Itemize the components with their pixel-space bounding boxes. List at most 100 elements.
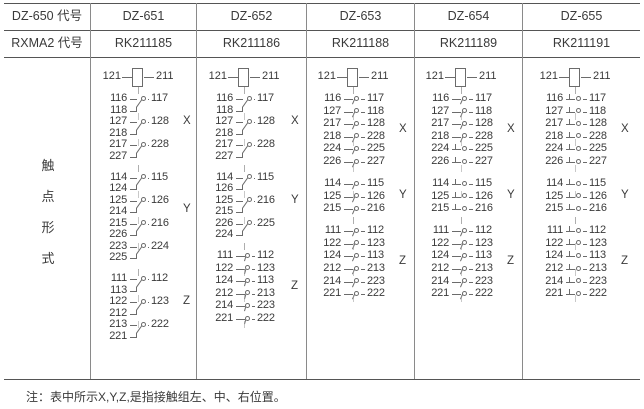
wire-lower-lead (130, 156, 136, 158)
nc-break-bar (569, 264, 570, 270)
wire-right-lead (361, 149, 365, 151)
mechanical-link-segment (138, 191, 139, 198)
group-label-x: X (399, 122, 407, 135)
wire-lower-lead (236, 235, 242, 236)
wire-left-lead (236, 306, 245, 308)
contact-point (141, 321, 146, 327)
terminal-left: 212 (431, 262, 449, 274)
nc-break-bar (455, 179, 456, 185)
wire-right-lead (252, 256, 255, 257)
wire-lower-lead (236, 156, 242, 158)
terminal-left: 116 (546, 92, 563, 104)
mechanical-link-segment (138, 87, 139, 94)
contact-point (576, 290, 581, 296)
wire-right-lead (361, 111, 365, 113)
terminal-right: 216 (367, 202, 385, 215)
diagram-dz-652: 121 211 116 118 117 127 218 128 217 227 228 X 114 126… (197, 57, 306, 377)
wire-left-lead (452, 124, 461, 126)
wire-lower-lead (236, 110, 242, 112)
wire-lower-riser (136, 286, 137, 292)
group-label-z: Z (291, 279, 299, 292)
contact-point (354, 205, 359, 211)
terminal-right: 223 (257, 299, 275, 312)
contact-point (576, 133, 581, 139)
wire-right-lead (361, 99, 365, 100)
table-rule-after-row2 (4, 57, 640, 58)
wire-left-lead (566, 281, 575, 283)
mechanical-link-segment (244, 321, 245, 328)
terminal-left: 125 (545, 189, 563, 202)
wire-lower-lead (130, 212, 136, 213)
wire-right-lead (469, 99, 473, 100)
contact-point (462, 133, 467, 139)
coil-lead-right (359, 77, 369, 78)
wire-right-lead (252, 281, 255, 283)
wire-right-lead (583, 184, 587, 185)
coil-body (238, 68, 249, 87)
wire-upper-lead (130, 302, 137, 303)
contact-point (462, 227, 467, 233)
terminal-left-bottom: 113 (110, 283, 127, 296)
contact-point (141, 275, 146, 281)
terminal-right: 128 (151, 115, 169, 127)
wire-lower-riser (136, 185, 137, 190)
terminal-left-top: 125 (215, 193, 233, 206)
coil-lead-left (445, 77, 455, 78)
wire-right-lead (361, 209, 365, 211)
contact-point (141, 174, 146, 179)
terminal-left: 122 (323, 236, 341, 249)
row-label-char-0: 触 (41, 158, 55, 173)
mechanical-link-segment (353, 269, 354, 276)
header-rxma2-4: RK211189 (439, 36, 498, 50)
terminal-left: 114 (324, 177, 341, 189)
row-label-contact-form: 触 点 形 式 (8, 150, 88, 274)
header-rxma2-5: RK211191 (552, 36, 611, 50)
terminal-left-top: 114 (216, 170, 233, 183)
contact-point (462, 108, 467, 114)
wire-right-lead (361, 184, 365, 185)
nc-break-bar (455, 191, 456, 198)
terminal-right: 115 (589, 177, 606, 189)
contact-point (141, 141, 146, 147)
terminal-left: 214 (323, 274, 341, 287)
wire-left-lead (452, 111, 461, 113)
group-label-x: X (507, 122, 515, 135)
wire-right-lead (361, 294, 365, 296)
terminal-right: 117 (367, 92, 384, 104)
group-label-y: Y (183, 203, 191, 216)
terminal-left: 124 (545, 249, 563, 262)
contact-point (354, 133, 359, 139)
wire-right-lead (252, 306, 255, 308)
wire-right-lead (254, 122, 255, 123)
nc-break-bar (569, 289, 570, 296)
contact-point (354, 227, 359, 233)
contact-point (576, 158, 581, 164)
wire-right-lead (583, 209, 587, 211)
terminal-right: 222 (257, 312, 275, 324)
coil-terminal-right: 211 (479, 70, 497, 82)
wire-right-lead (469, 281, 473, 283)
wire-left-lead (566, 184, 575, 185)
terminal-right: 223 (589, 274, 607, 287)
contact-point (354, 145, 359, 151)
terminal-left: 217 (431, 117, 449, 130)
terminal-left-top: 217 (215, 138, 233, 150)
terminal-left-bottom: 218 (109, 126, 127, 139)
wire-right-lead (254, 99, 255, 100)
wire-right-lead (252, 293, 255, 295)
terminal-right: 115 (151, 170, 168, 183)
terminal-left: 221 (431, 287, 449, 300)
row-label-char-2: 形 (41, 220, 55, 235)
contact-point (462, 290, 467, 296)
wire-right-lead (469, 294, 473, 296)
contact-point (576, 265, 581, 271)
terminal-left-bottom: 225 (109, 251, 127, 263)
wire-right-lead (469, 149, 473, 151)
wire-lower-lead (130, 189, 136, 190)
terminal-right: 123 (257, 261, 275, 274)
wire-left-lead (566, 269, 575, 270)
terminal-left-top: 116 (216, 92, 233, 104)
nc-break-bar (569, 119, 570, 126)
terminal-left: 212 (215, 286, 233, 299)
contact-point (354, 95, 359, 101)
